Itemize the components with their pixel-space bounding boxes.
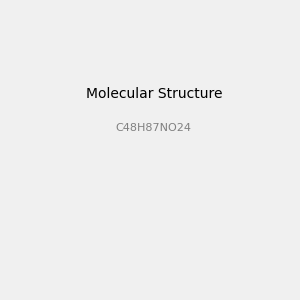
Text: C48H87NO24: C48H87NO24 bbox=[116, 123, 192, 134]
Text: Molecular Structure: Molecular Structure bbox=[85, 87, 222, 101]
